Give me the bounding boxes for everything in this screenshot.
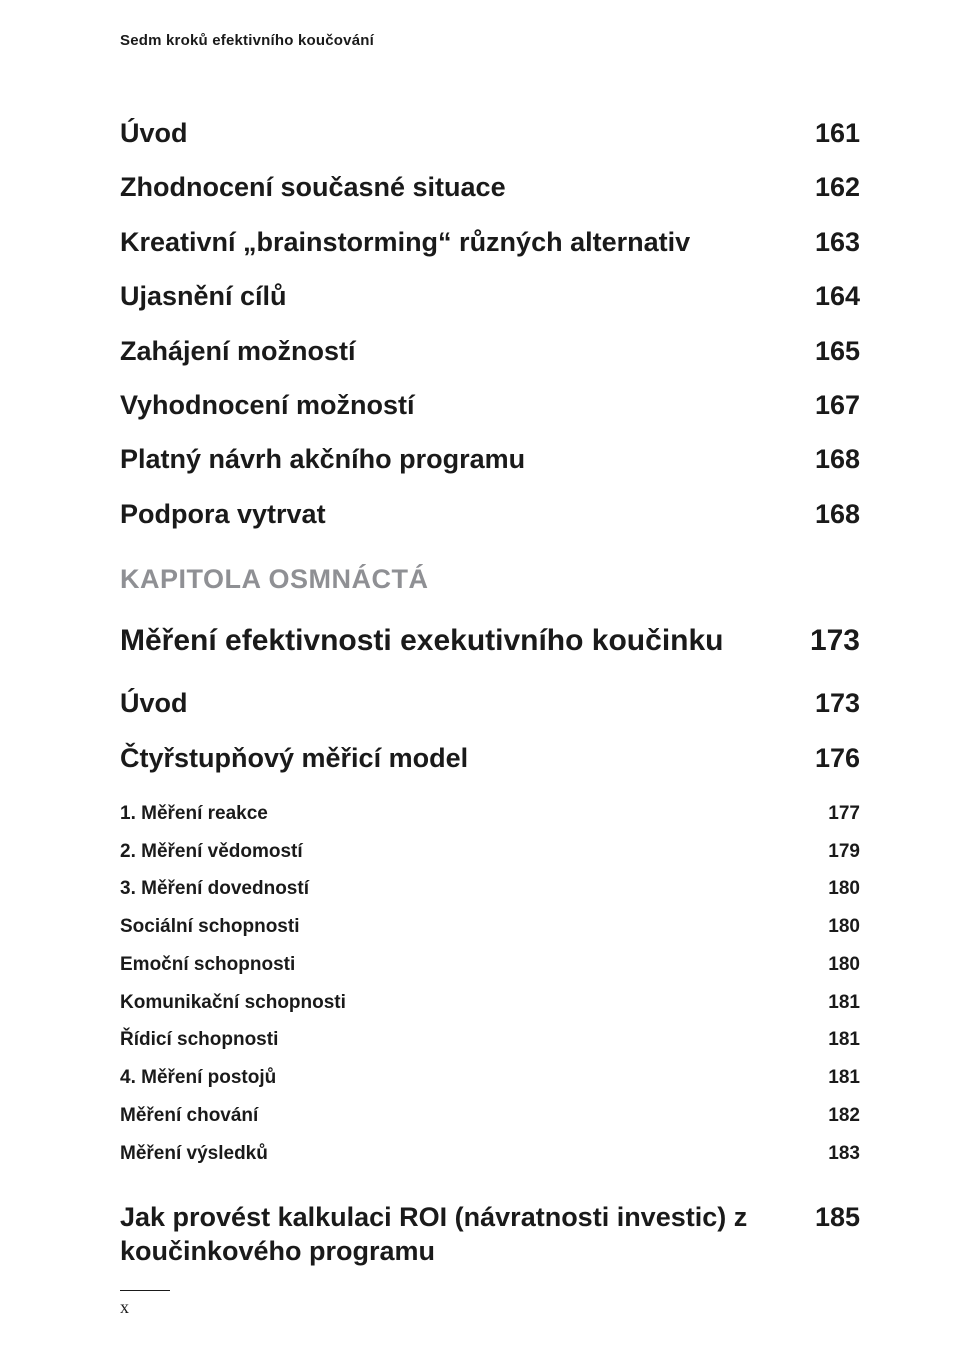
toc-item: 2. Měření vědomostí 179: [120, 840, 860, 864]
toc-subsection: Vyhodnocení možností 167: [120, 389, 860, 421]
toc-subsection: Ujasnění cílů 164: [120, 280, 860, 312]
toc-subsection: Čtyřstupňový měřicí model 176: [120, 742, 860, 774]
toc-page-number: 180: [800, 953, 860, 977]
toc-page-number: 165: [800, 335, 860, 367]
toc-page-number: 179: [800, 840, 860, 864]
toc-page-number: 173: [800, 687, 860, 719]
page: Sedm kroků efektivního koučování Úvod 16…: [0, 0, 960, 1366]
toc-subsection: Úvod 173: [120, 687, 860, 719]
toc-subsection: Podpora vytrvat 168: [120, 498, 860, 530]
toc-label: Komunikační schopnosti: [120, 991, 800, 1015]
toc-page-number: 164: [800, 280, 860, 312]
toc-label: 2. Měření vědomostí: [120, 840, 800, 864]
toc-item: Měření výsledků 183: [120, 1142, 860, 1166]
toc-label: Řídicí schopnosti: [120, 1028, 800, 1052]
toc-subsection: Úvod 161: [120, 117, 860, 149]
toc-label: Úvod: [120, 687, 800, 719]
toc-page-number: 168: [800, 443, 860, 475]
toc-label: Vyhodnocení možností: [120, 389, 800, 421]
toc-item: Řídicí schopnosti 181: [120, 1028, 860, 1052]
footer-rule: [120, 1290, 170, 1291]
page-footer: x: [120, 1290, 170, 1318]
toc-page-number: 167: [800, 389, 860, 421]
toc-label: Sociální schopnosti: [120, 915, 800, 939]
toc-page-number: 182: [800, 1104, 860, 1128]
toc-subsection: Jak provést kalkulaci ROI (návratnosti i…: [120, 1201, 860, 1269]
toc-label: Kreativní „brainstorming“ různých altern…: [120, 226, 800, 258]
toc-chapter-name: KAPITOLA OSMNÁCTÁ: [120, 564, 860, 595]
toc-subsection: Zahájení možností 165: [120, 335, 860, 367]
table-of-contents: Úvod 161 Zhodnocení současné situace 162…: [120, 117, 860, 1269]
toc-subsection: Zhodnocení současné situace 162: [120, 171, 860, 203]
toc-page-number: 185: [800, 1201, 860, 1235]
toc-label: 3. Měření dovedností: [120, 877, 800, 901]
toc-label: Emoční schopnosti: [120, 953, 800, 977]
toc-page-number: 173: [800, 623, 860, 659]
toc-label: Měření efektivnosti exekutivního koučink…: [120, 623, 800, 659]
toc-label: Měření chování: [120, 1104, 800, 1128]
running-head: Sedm kroků efektivního koučování: [120, 32, 860, 49]
toc-page-number: 177: [800, 802, 860, 826]
toc-label: Zahájení možností: [120, 335, 800, 367]
toc-page-number: 168: [800, 498, 860, 530]
toc-page-number: 181: [800, 1028, 860, 1052]
toc-item: 3. Měření dovedností 180: [120, 877, 860, 901]
toc-label: Úvod: [120, 117, 800, 149]
toc-item: Měření chování 182: [120, 1104, 860, 1128]
toc-chapter-title: Měření efektivnosti exekutivního koučink…: [120, 623, 860, 659]
toc-subsection: Kreativní „brainstorming“ různých altern…: [120, 226, 860, 258]
toc-label: 1. Měření reakce: [120, 802, 800, 826]
toc-label: Měření výsledků: [120, 1142, 800, 1166]
toc-page-number: 176: [800, 742, 860, 774]
toc-page-number: 161: [800, 117, 860, 149]
page-number: x: [120, 1297, 129, 1318]
toc-label: 4. Měření postojů: [120, 1066, 800, 1090]
toc-item: 1. Měření reakce 177: [120, 802, 860, 826]
toc-label: Ujasnění cílů: [120, 280, 800, 312]
toc-item: 4. Měření postojů 181: [120, 1066, 860, 1090]
toc-page-number: 180: [800, 877, 860, 901]
toc-page-number: 181: [800, 991, 860, 1015]
toc-page-number: 183: [800, 1142, 860, 1166]
toc-item: Emoční schopnosti 180: [120, 953, 860, 977]
toc-page-number: 163: [800, 226, 860, 258]
toc-page-number: 181: [800, 1066, 860, 1090]
toc-label: Podpora vytrvat: [120, 498, 800, 530]
toc-page-number: 180: [800, 915, 860, 939]
toc-label: Zhodnocení současné situace: [120, 171, 800, 203]
toc-item: Sociální schopnosti 180: [120, 915, 860, 939]
toc-label: Čtyřstupňový měřicí model: [120, 742, 800, 774]
toc-page-number: 162: [800, 171, 860, 203]
toc-label: Jak provést kalkulaci ROI (návratnosti i…: [120, 1201, 800, 1269]
toc-subsection: Platný návrh akčního programu 168: [120, 443, 860, 475]
toc-label: Platný návrh akčního programu: [120, 443, 800, 475]
toc-item: Komunikační schopnosti 181: [120, 991, 860, 1015]
